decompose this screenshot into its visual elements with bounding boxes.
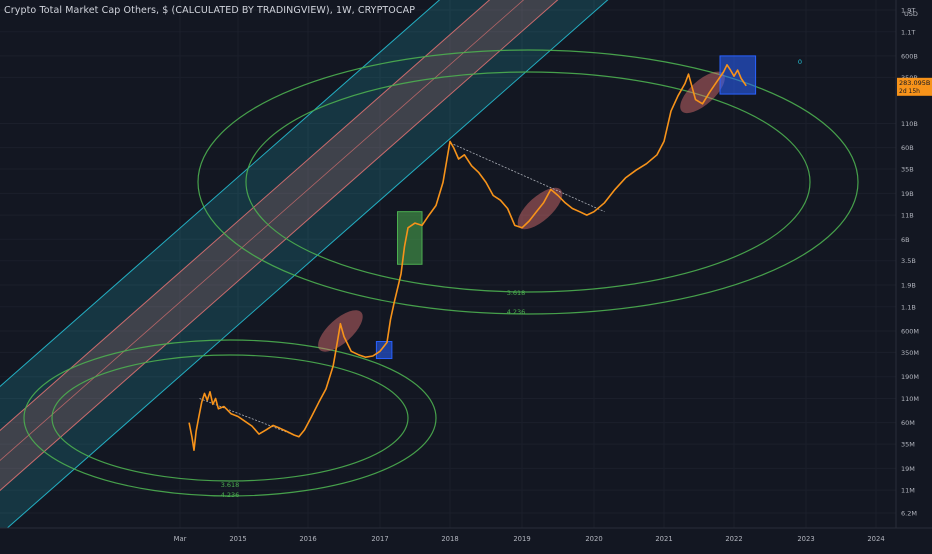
fib-circle-label: 4.236 [221,491,240,499]
last-price-countdown: 2d 15h [899,88,920,95]
y-tick-label: 6B [901,236,910,244]
x-tick-label: Mar [174,535,187,543]
x-tick-label: 2020 [585,535,602,543]
fib-circle-label: 3.618 [507,289,526,297]
x-tick-label: 2021 [655,535,672,543]
y-tick-label: 600M [901,327,919,335]
y-tick-label: 600B [901,52,918,60]
fib-circle-label: 3.618 [221,481,240,489]
x-tick-label: 2023 [797,535,814,543]
y-tick-label: 11B [901,212,914,220]
last-price-value: 283.095B [899,79,930,87]
y-tick-label: 19B [901,190,914,198]
y-tick-label: 1.9B [901,282,916,290]
y-tick-label: 35B [901,166,914,174]
channel-label: 0 [798,58,802,66]
x-tick-label: 2015 [229,535,246,543]
highlight-box[interactable] [376,342,392,359]
time-axis-background [0,528,932,550]
x-tick-label: 2022 [725,535,742,543]
x-tick-label: 2024 [867,535,884,543]
y-tick-label: 1.9T [901,7,915,15]
y-tick-label: 3.5B [901,257,916,265]
fib-circle-label: 4.236 [507,308,526,316]
y-tick-label: 11M [901,487,915,495]
highlight-box[interactable] [398,212,423,265]
x-tick-label: 2019 [513,535,530,543]
x-tick-label: 2016 [299,535,316,543]
x-tick-label: 2018 [441,535,458,543]
x-tick-label: 2017 [371,535,388,543]
y-tick-label: 1.1T [901,28,915,36]
y-tick-label: 110B [901,120,918,128]
y-tick-label: 19M [901,465,915,473]
y-tick-label: 190M [901,373,919,381]
y-tick-label: 350M [901,349,919,357]
highlight-box[interactable] [720,56,756,94]
chart-title: Crypto Total Market Cap Others, $ (CALCU… [4,5,415,16]
y-tick-label: 1.1B [901,303,916,311]
y-tick-label: 60M [901,419,915,427]
y-tick-label: 35M [901,441,915,449]
y-tick-label: 110M [901,395,919,403]
y-tick-label: 6.2M [901,510,917,518]
y-tick-label: 60B [901,144,914,152]
